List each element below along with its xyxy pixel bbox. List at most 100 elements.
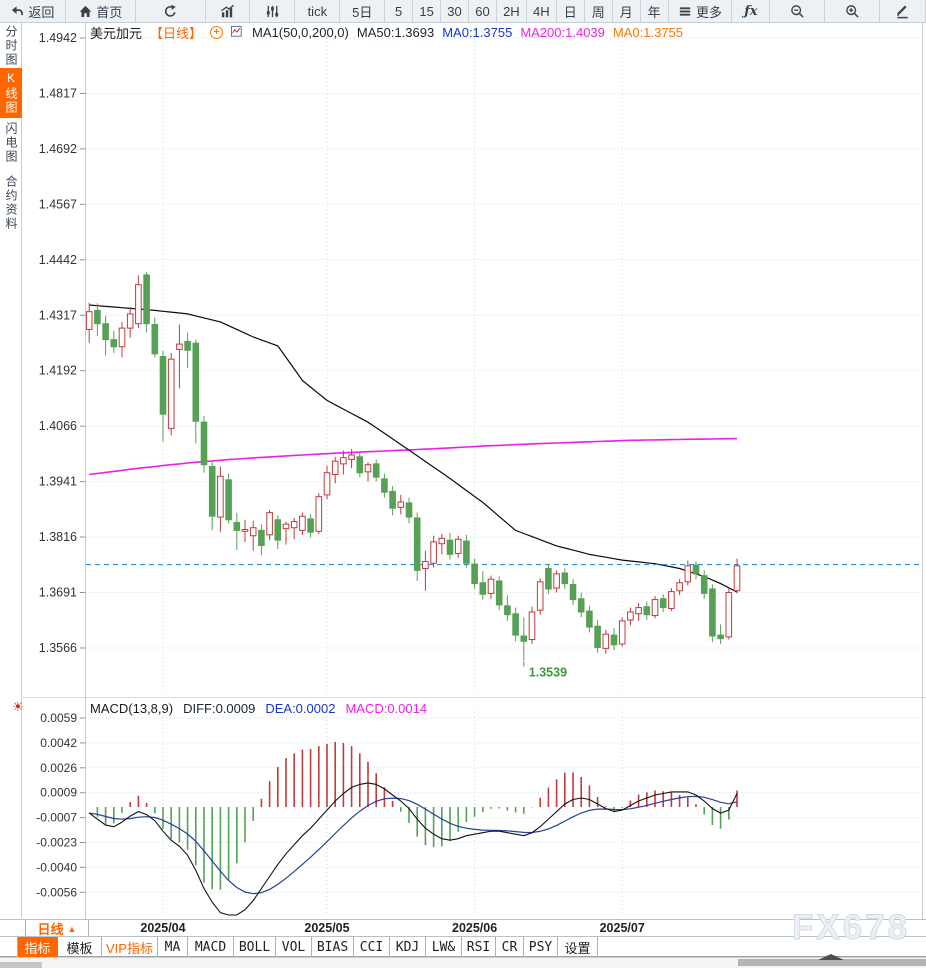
sidebar-item-contract-info[interactable]: 合约资料 xyxy=(4,175,18,231)
toolbar-button-month[interactable]: 月 xyxy=(613,0,641,22)
toolbar-button-week[interactable]: 周 xyxy=(585,0,613,22)
panel-separator-line xyxy=(23,697,926,698)
toolbar-button-label: 首页 xyxy=(96,4,123,20)
sidebar-item-flash-chart[interactable]: 闪电图 xyxy=(4,122,18,164)
x-axis-label: 2025/06 xyxy=(452,921,498,935)
toolbar-button-label: 5 xyxy=(395,3,403,19)
back-icon xyxy=(10,4,25,19)
title-segment-4: MA1(50,0,200,0) xyxy=(252,24,349,40)
tab-PSY[interactable]: PSY xyxy=(524,937,558,957)
period-selector[interactable]: 日线 ▲ xyxy=(25,920,89,937)
y-axis-label: 1.4192 xyxy=(39,364,77,378)
indicator-settings-icon[interactable]: ☀ xyxy=(12,699,24,714)
add-indicator-icon[interactable]: + xyxy=(210,25,224,39)
toolbar-button-bar-chart[interactable] xyxy=(206,0,251,22)
tab-BOLL[interactable]: BOLL xyxy=(234,937,276,957)
scrollbar-right-thumb[interactable] xyxy=(738,954,926,966)
toolbar: 返回 首页 tick 5日 5 15 30 60 2H 4H 日周月年 更多 ƒx xyxy=(0,0,926,23)
grid-layer: 1.4942 1.4817 1.4692 1.4567 1.4442 1.4317 1.41… xyxy=(36,30,922,913)
macd-y-axis-label: -0.0023 xyxy=(36,836,77,850)
indicator-tabbar: 指标 模板 VIP指标 MA MACD BOLL VOL BIAS CCI KDJ LW& RSI CR… xyxy=(0,937,926,957)
tab-指标[interactable]: 指标 xyxy=(18,937,58,957)
macd-y-axis-label: 0.0009 xyxy=(40,786,77,800)
toolbar-button-label: tick xyxy=(307,3,328,19)
horizontal-scrollbar[interactable] xyxy=(0,954,926,968)
zoom-out-icon xyxy=(790,4,805,19)
toolbar-button-m30[interactable]: 30 xyxy=(441,0,469,22)
toolbar-button-zoom-out[interactable] xyxy=(770,0,826,22)
toolbar-button-label: 5日 xyxy=(352,4,373,20)
tab-KDJ[interactable]: KDJ xyxy=(390,937,426,957)
toolbar-button-tick[interactable]: tick xyxy=(295,0,341,22)
toolbar-button-label: 60 xyxy=(475,3,490,19)
toolbar-button-h4[interactable]: 4H xyxy=(527,0,557,22)
toolbar-button-m15[interactable]: 15 xyxy=(413,0,442,22)
toolbar-button-fx[interactable]: ƒx xyxy=(732,0,771,22)
zoom-in-icon xyxy=(845,4,860,19)
toolbar-button-label: 更多 xyxy=(695,4,722,20)
tab-CR[interactable]: CR xyxy=(496,937,524,957)
macd-y-axis-label: -0.0056 xyxy=(36,885,77,899)
macd-y-axis-label: -0.0007 xyxy=(36,811,77,825)
tab-模板[interactable]: 模板 xyxy=(58,937,102,957)
title-segment-1: 【日线】 xyxy=(150,25,203,41)
toolbar-button-label: 2H xyxy=(503,3,520,19)
tab-设置[interactable]: 设置 xyxy=(558,937,598,957)
ma-chart-icon[interactable] xyxy=(231,25,244,39)
title-segment-5: MA50:1.3693 xyxy=(356,24,435,40)
x-axis-row: 日线 ▲ 2025/04 2025/05 2025/06 2025/07 xyxy=(0,919,926,937)
toolbar-button-m5[interactable]: 5 xyxy=(385,0,414,22)
macd-label-segment-1: DIFF:0.0009 xyxy=(183,701,256,716)
sidebar-item-kline-chart[interactable]: K线图 xyxy=(0,68,22,118)
title-segment-8: MA0:1.3755 xyxy=(612,24,684,40)
scrollbar-arrow-icon xyxy=(818,954,844,960)
toolbar-button-back[interactable]: 返回 xyxy=(0,0,66,22)
tab-LW&[interactable]: LW& xyxy=(426,937,462,957)
x-axis-label: 2025/05 xyxy=(304,921,350,935)
chart-type-sidebar: 分时图 K线图闪电图合约资料 xyxy=(0,22,22,918)
tab-VOL[interactable]: VOL xyxy=(276,937,312,957)
tab-MA[interactable]: MA xyxy=(158,937,188,957)
toolbar-button-draw[interactable] xyxy=(880,0,926,22)
macd-label-segment-2: DEA:0.0002 xyxy=(265,701,336,716)
y-axis-label: 1.4817 xyxy=(39,86,77,100)
tab-BIAS[interactable]: BIAS xyxy=(312,937,354,957)
chart-title-row: 美元加元 【日线】 + MA1(50,0,200,0) MA50:1.3693 MA0:1… xyxy=(90,24,684,41)
toolbar-button-m60[interactable]: 60 xyxy=(469,0,497,22)
tab-MACD[interactable]: MACD xyxy=(188,937,234,957)
scrollbar-left-thumb[interactable] xyxy=(0,962,42,968)
title-segment-7: MA200:1.4039 xyxy=(520,24,605,40)
y-axis-label: 1.4692 xyxy=(39,142,77,156)
toolbar-button-5d[interactable]: 5日 xyxy=(340,0,386,22)
toolbar-button-more[interactable]: 更多 xyxy=(669,0,733,22)
toolbar-button-day[interactable]: 日 xyxy=(557,0,585,22)
toolbar-button-home[interactable]: 首页 xyxy=(66,0,136,22)
axis-divider-line xyxy=(85,22,86,919)
diff-line xyxy=(88,782,738,916)
x-axis-label: 2025/07 xyxy=(599,921,645,935)
tab-CCI[interactable]: CCI xyxy=(354,937,390,957)
toolbar-button-year[interactable]: 年 xyxy=(641,0,669,22)
ma50-line xyxy=(89,304,738,593)
toolbar-button-label: 返回 xyxy=(28,4,55,20)
macd-histogram xyxy=(96,741,738,890)
menu-icon xyxy=(678,4,693,19)
toolbar-button-refresh[interactable] xyxy=(136,0,206,22)
tab-VIP指标[interactable]: VIP指标 xyxy=(102,937,158,957)
tabbar-spacer xyxy=(0,937,18,957)
y-axis-label: 1.4942 xyxy=(39,31,77,45)
toolbar-button-label: 月 xyxy=(619,4,633,20)
y-axis-label: 1.3941 xyxy=(39,475,77,489)
toolbar-button-label: 15 xyxy=(419,3,434,19)
sidebar-item-time-chart[interactable]: 分时图 xyxy=(4,25,18,67)
tab-RSI[interactable]: RSI xyxy=(462,937,496,957)
toolbar-button-h2[interactable]: 2H xyxy=(497,0,527,22)
bar-chart-icon xyxy=(220,4,235,19)
macd-y-axis-label: 0.0042 xyxy=(40,736,77,750)
toolbar-button-indicator-sliders[interactable] xyxy=(250,0,296,22)
y-axis-label: 1.4442 xyxy=(39,253,77,267)
title-segment-6: MA0:1.3755 xyxy=(442,24,513,40)
toolbar-button-zoom-in[interactable] xyxy=(825,0,881,22)
